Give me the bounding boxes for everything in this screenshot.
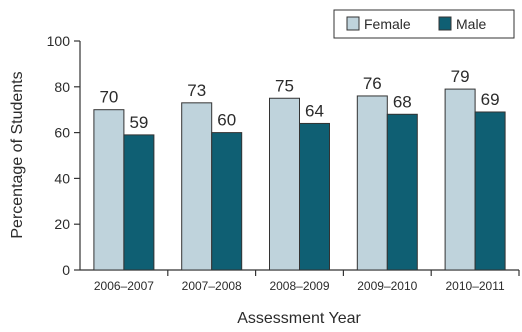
- bar-female: [181, 102, 213, 271]
- y-tick-label: 100: [47, 33, 71, 49]
- legend-box: [333, 9, 515, 39]
- data-label-male: 60: [217, 111, 236, 130]
- x-tick-label: 2007–2008: [182, 279, 242, 293]
- bar-female: [356, 95, 388, 271]
- legend-label-male: Male: [456, 16, 487, 32]
- bar-male: [474, 111, 506, 271]
- bar-female: [93, 109, 125, 271]
- bar-female: [444, 88, 476, 271]
- y-tick-label: 40: [54, 170, 70, 186]
- data-label-male: 64: [305, 101, 324, 120]
- legend-swatch-male: [438, 16, 452, 31]
- bars: [93, 88, 506, 271]
- x-axis: 2006–2007 2007–2008 2008–2009 2009–2010 2010…: [80, 269, 520, 293]
- bar-female: [269, 97, 300, 271]
- data-label-female: 79: [451, 67, 470, 86]
- y-tick-label: 60: [54, 125, 70, 141]
- data-label-male: 59: [129, 113, 148, 132]
- bar-male: [299, 122, 330, 271]
- bar-male: [123, 134, 155, 271]
- legend: Female Male: [333, 9, 515, 39]
- x-tick-label: 2010–2011: [446, 279, 506, 293]
- x-axis-title: Assessment Year: [237, 310, 361, 327]
- bar-male: [386, 113, 418, 271]
- x-tick-label: 2009–2010: [357, 279, 417, 293]
- legend-label-female: Female: [364, 16, 411, 32]
- y-tick-label: 0: [62, 262, 70, 278]
- y-tick-label: 80: [54, 79, 70, 95]
- x-tick-label: 2008–2009: [269, 279, 329, 293]
- bar-male: [211, 132, 243, 271]
- data-label-male: 69: [481, 90, 500, 109]
- data-label-male: 68: [393, 92, 412, 111]
- y-tick-label: 20: [54, 216, 70, 232]
- data-labels: 70 59 73 60 75 64 76 68 79 69: [99, 67, 499, 132]
- data-label-female: 75: [275, 76, 294, 95]
- y-axis: 0 20 40 60 80 100: [47, 33, 81, 278]
- legend-swatch-female: [346, 16, 360, 31]
- x-tick-label: 2006–2007: [94, 279, 154, 293]
- data-label-female: 73: [187, 81, 206, 100]
- y-axis-title: Percentage of Students: [9, 71, 26, 238]
- data-label-female: 76: [363, 74, 382, 93]
- data-label-female: 70: [99, 88, 118, 107]
